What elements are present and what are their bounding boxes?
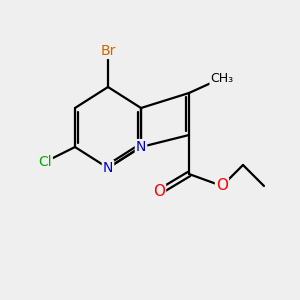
- Text: O: O: [153, 184, 165, 200]
- Text: O: O: [216, 178, 228, 194]
- Text: N: N: [103, 161, 113, 175]
- Text: N: N: [136, 140, 146, 154]
- Text: Br: Br: [100, 44, 116, 58]
- Text: Cl: Cl: [38, 155, 52, 169]
- Text: CH₃: CH₃: [210, 71, 234, 85]
